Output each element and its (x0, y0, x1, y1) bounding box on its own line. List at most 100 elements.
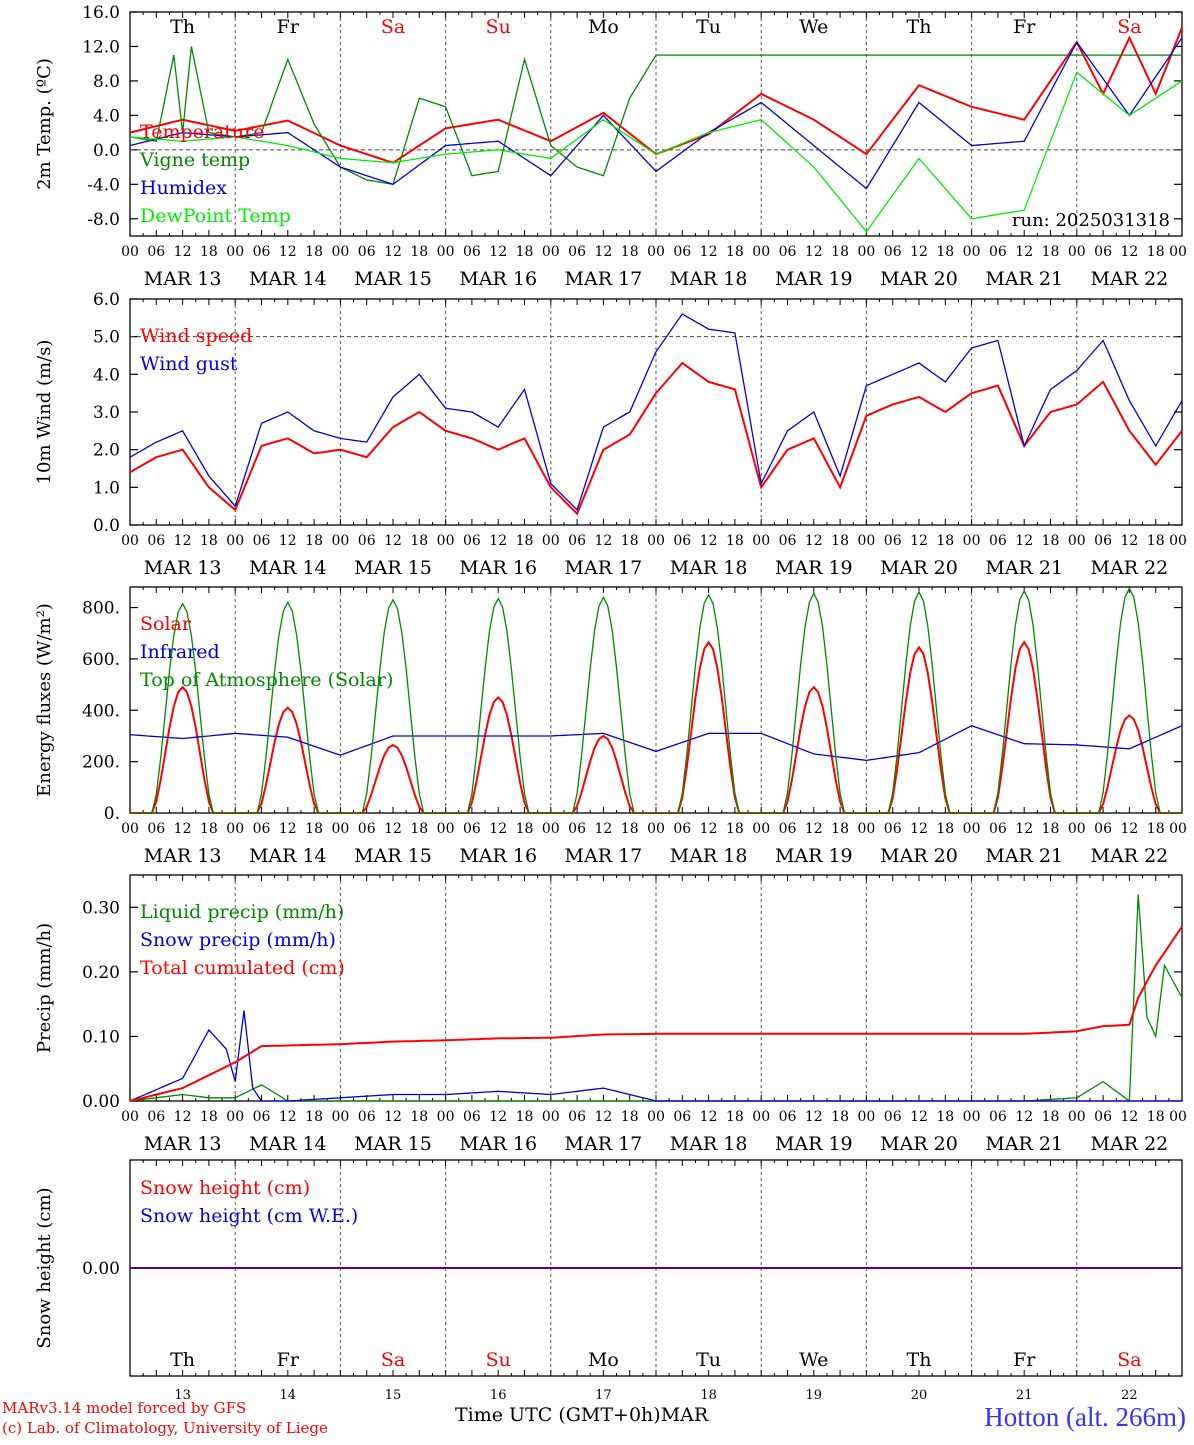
hour-label: 00 (857, 244, 875, 260)
date-label: MAR 22 (1091, 845, 1169, 867)
hour-label: 06 (253, 821, 271, 837)
legend-entry: DewPoint Temp (140, 205, 291, 227)
hour-label: 00 (226, 533, 244, 549)
hour-label: 18 (410, 821, 428, 837)
hour-label: 06 (673, 821, 691, 837)
date-label: MAR 18 (670, 1133, 748, 1155)
y-tick-label: 1.0 (93, 478, 120, 498)
day-number-label: 19 (806, 1388, 823, 1403)
hour-label: 06 (779, 244, 797, 260)
date-label: MAR 17 (565, 1133, 643, 1155)
hour-label: 00 (437, 533, 455, 549)
hour-label: 00 (121, 1109, 139, 1125)
hour-label: 06 (463, 1109, 481, 1125)
hour-label: 12 (1120, 533, 1138, 549)
hour-label: 00 (226, 244, 244, 260)
hour-label: 06 (568, 821, 586, 837)
hour-label: 18 (410, 244, 428, 260)
hour-label: 06 (779, 821, 797, 837)
y-tick-label: 0. (104, 804, 120, 824)
hour-label: 12 (910, 1109, 928, 1125)
hour-label: 12 (594, 1109, 612, 1125)
hour-label: 12 (174, 533, 192, 549)
hour-label: 00 (437, 244, 455, 260)
weekday-label: Tu (696, 16, 721, 38)
weekday-label: Su (486, 1349, 511, 1371)
lab-credit: (c) Lab. of Climatology, University of L… (2, 1419, 328, 1437)
hour-label: 18 (1042, 533, 1060, 549)
series-total-cumulated-cm (129, 926, 1183, 1102)
day-number-label: 13 (174, 1388, 191, 1403)
hour-label: 06 (463, 244, 481, 260)
y-tick-label: 12.0 (82, 37, 120, 57)
hour-label: 06 (568, 533, 586, 549)
hour-label: 18 (621, 244, 639, 260)
legend-entry: Snow precip (mm/h) (140, 929, 336, 951)
day-number-label: 18 (700, 1388, 717, 1403)
hour-label: 12 (700, 821, 718, 837)
date-label: MAR 21 (985, 845, 1063, 867)
hour-label: 12 (489, 244, 507, 260)
series-wind-gust (129, 313, 1183, 512)
hour-label: 18 (936, 1109, 954, 1125)
hour-label: 12 (594, 244, 612, 260)
legend-entry: Top of Atmosphere (Solar) (140, 669, 393, 691)
weekday-label: Th (907, 16, 932, 38)
hour-label: 18 (410, 1109, 428, 1125)
y-tick-label: 200. (82, 753, 120, 773)
hour-label: 06 (884, 1109, 902, 1125)
hour-label: 18 (621, 821, 639, 837)
time-axis-label: Time UTC (GMT+0h) (455, 1404, 661, 1426)
hour-label: 18 (1042, 244, 1060, 260)
weekday-label: Sa (1117, 1349, 1141, 1371)
hour-label: 12 (1015, 821, 1033, 837)
hour-label: 06 (1094, 1109, 1112, 1125)
hour-label: 06 (1094, 533, 1112, 549)
y-tick-label: 2.0 (93, 441, 120, 461)
day-number-label: 20 (911, 1388, 928, 1403)
hour-label: 18 (1147, 533, 1165, 549)
hour-label: 18 (726, 821, 744, 837)
run-annotation: run: 2025031318 (1012, 210, 1170, 231)
hour-label: 12 (594, 533, 612, 549)
hour-label: 12 (700, 244, 718, 260)
weekday-label: Sa (1117, 16, 1141, 38)
hour-label: 12 (700, 533, 718, 549)
date-label: MAR 14 (249, 557, 327, 579)
hour-label: 06 (358, 533, 376, 549)
hour-label: 18 (936, 533, 954, 549)
y-tick-label: 0.0 (93, 141, 120, 161)
hour-label: 00 (121, 821, 139, 837)
hour-label: 12 (384, 244, 402, 260)
hour-label: 06 (568, 1109, 586, 1125)
hour-label: 00 (1068, 1109, 1086, 1125)
date-label: MAR 13 (144, 845, 222, 867)
series-humidex (129, 37, 1183, 190)
hour-label: 06 (147, 821, 165, 837)
hour-label: 18 (621, 533, 639, 549)
hour-label: 18 (1147, 821, 1165, 837)
legend-entry: Humidex (140, 177, 227, 199)
date-label: MAR 15 (354, 845, 432, 867)
date-label: MAR 16 (459, 845, 537, 867)
day-number-label: 14 (280, 1388, 297, 1403)
hour-label: 18 (726, 533, 744, 549)
hour-label: 00 (121, 244, 139, 260)
hour-label: 06 (463, 533, 481, 549)
hour-label: 00 (647, 533, 665, 549)
y-tick-label: -4.0 (87, 175, 120, 195)
hour-label: 18 (200, 244, 218, 260)
hour-label: 00 (647, 821, 665, 837)
hour-label: 18 (1042, 1109, 1060, 1125)
y-tick-label: 6.0 (93, 290, 120, 310)
y-axis-label: 2m Temp. (ºC) (34, 58, 55, 190)
hour-label: 12 (805, 821, 823, 837)
hour-label: 12 (1015, 244, 1033, 260)
hour-label: 06 (1094, 244, 1112, 260)
hour-label: 06 (147, 244, 165, 260)
date-label: MAR 13 (144, 268, 222, 290)
date-label: MAR 19 (775, 557, 853, 579)
hour-label: 12 (279, 533, 297, 549)
hour-label: 00 (226, 1109, 244, 1125)
weekday-label: We (799, 1349, 828, 1371)
